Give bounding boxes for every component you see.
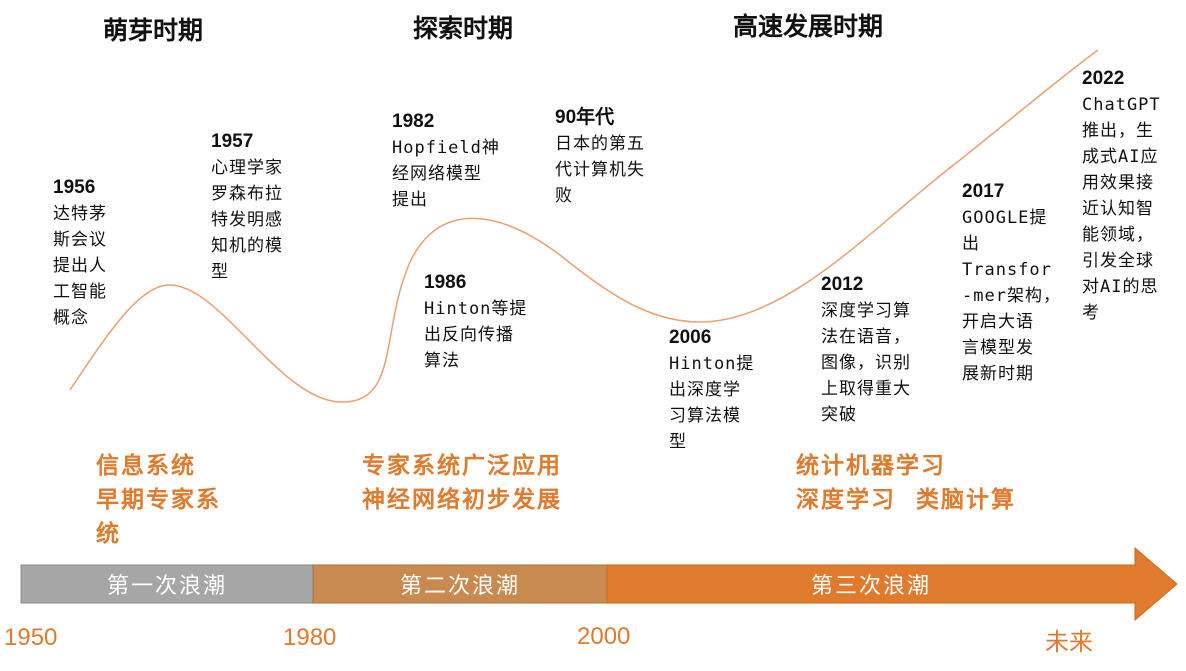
event-year: 1957 (211, 131, 254, 152)
event-text: 考 (1082, 303, 1100, 323)
event-text: 推出，生 (1082, 121, 1154, 141)
event-text: 提出人 (53, 256, 107, 276)
event-2006: 2006 Hinton提 出深度学 习算法模 型 (669, 325, 754, 455)
period-label-rapid-growth: 高速发展时期 (733, 12, 884, 41)
technology-line: 专家系统广泛应用 (362, 452, 562, 479)
event-text: 算法 (424, 351, 460, 371)
event-text: 突破 (821, 405, 857, 425)
event-1990s: 90年代 日本的第五 代计算机失 败 (555, 105, 645, 209)
technology-group-3: 统计机器学习 深度学习 类脑计算 (796, 449, 1016, 517)
event-1956: 1956 达特茅 斯会议 提出人 工智能 概念 (53, 175, 107, 331)
wave-label-1: 第一次浪潮 (106, 574, 227, 599)
event-text: 上取得重大 (821, 379, 911, 399)
event-text: 出 (962, 234, 980, 254)
event-text: 型 (211, 262, 229, 282)
development-curve (69, 49, 1099, 403)
event-year: 2017 (962, 181, 1005, 202)
event-text: Hopfield神 (392, 138, 500, 158)
event-2012: 2012 深度学习算 法在语音， 图像，识别 上取得重大 突破 (821, 272, 911, 428)
event-text: 达特茅 (53, 204, 107, 224)
event-text: 对AI的思 (1082, 277, 1159, 297)
event-text: 习算法模 (669, 406, 741, 426)
event-text: 引发全球 (1082, 251, 1154, 271)
event-1986: 1986 Hinton等提 出反向传播 算法 (424, 270, 527, 374)
wave-label-3: 第三次浪潮 (810, 574, 931, 599)
event-year: 1982 (392, 111, 435, 132)
technology-line: 神经网络初步发展 (362, 486, 562, 513)
event-year: 2022 (1082, 68, 1125, 89)
event-text: 成式AI应 (1082, 147, 1159, 167)
event-text: 经网络模型 (392, 164, 482, 184)
wave-3-arrow (606, 546, 1178, 622)
tick-1980: 1980 (283, 624, 337, 651)
event-year: 1956 (53, 177, 96, 198)
technology-line: 统计机器学习 (796, 452, 946, 479)
technology-line: 早期专家系 (96, 486, 221, 513)
event-text: 展新时期 (962, 364, 1034, 384)
event-text: 图像，识别 (821, 353, 911, 373)
tick-future: 未来 (1045, 629, 1093, 656)
technology-group-1: 信息系统 早期专家系 统 (96, 449, 221, 551)
event-year: 2012 (821, 274, 864, 295)
event-text: 型 (669, 432, 687, 452)
event-text: 知机的模 (211, 236, 283, 256)
event-text: 日本的第五 (555, 134, 645, 154)
event-text: 概念 (53, 308, 89, 328)
event-text: GOOGLE提 (962, 208, 1048, 228)
event-text: 开启大语 (962, 312, 1034, 332)
technology-line: 统 (96, 520, 121, 547)
event-text: Transfor (962, 260, 1052, 280)
event-text: 代计算机失 (555, 160, 645, 180)
event-text: -mer架构， (962, 286, 1061, 306)
event-text: 出深度学 (669, 380, 741, 400)
period-label-budding: 萌芽时期 (103, 16, 204, 45)
event-1982: 1982 Hopfield神 经网络模型 提出 (392, 109, 500, 213)
technology-line: 深度学习 类脑计算 (796, 486, 1017, 513)
event-text: Hinton等提 (424, 299, 528, 319)
wave-2-bar (312, 564, 608, 604)
event-text: 特发明感 (211, 210, 283, 230)
wave-label-2: 第二次浪潮 (399, 574, 520, 599)
event-text: Hinton提 (669, 354, 755, 374)
event-text: 深度学习算 (821, 301, 911, 321)
event-text: 言模型发 (962, 338, 1034, 358)
event-text: 提出 (392, 190, 428, 210)
event-text: 心理学家 (211, 158, 283, 178)
period-label-exploration: 探索时期 (413, 14, 514, 43)
event-2022: 2022 ChatGPT 推出，生 成式AI应 用效果接 近认知智 能领域， 引… (1082, 66, 1161, 326)
event-text: 罗森布拉 (211, 184, 283, 204)
tick-2000: 2000 (577, 623, 631, 650)
event-text: ChatGPT (1082, 95, 1161, 115)
event-text: 用效果接 (1082, 173, 1154, 193)
event-text: 近认知智 (1082, 199, 1154, 219)
event-text: 工智能 (53, 282, 107, 302)
event-text: 法在语音， (821, 327, 911, 347)
event-year: 1986 (424, 272, 467, 293)
event-text: 斯会议 (53, 230, 107, 250)
event-text: 出反向传播 (424, 325, 514, 345)
event-year: 90年代 (555, 107, 615, 128)
technology-line: 信息系统 (96, 452, 196, 479)
event-year: 2006 (669, 327, 712, 348)
tick-1950: 1950 (4, 624, 58, 651)
event-1957: 1957 心理学家 罗森布拉 特发明感 知机的模 型 (211, 129, 283, 285)
event-2017: 2017 GOOGLE提 出 Transfor -mer架构， 开启大语 言模型… (962, 179, 1061, 387)
event-text: 败 (555, 186, 573, 206)
technology-group-2: 专家系统广泛应用 神经网络初步发展 (362, 449, 562, 517)
event-text: 能领域， (1082, 225, 1154, 245)
